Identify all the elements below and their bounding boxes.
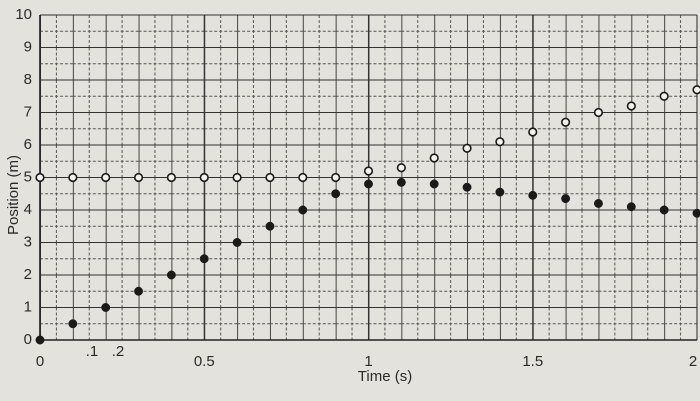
x-tick-label: 0 — [36, 353, 44, 370]
data-point — [495, 137, 505, 147]
data-point — [593, 107, 604, 118]
y-tick-label: 2 — [24, 266, 32, 283]
data-point — [626, 202, 636, 212]
x-axis-label: Time (s) — [358, 368, 412, 385]
data-point — [331, 172, 341, 183]
x-tick-label: 1 — [364, 353, 372, 370]
data-point — [134, 286, 144, 296]
x-tick-label: 2 — [689, 353, 697, 370]
data-point — [396, 163, 406, 173]
y-tick-label: 0 — [24, 331, 32, 348]
y-tick-label: 10 — [15, 6, 32, 23]
annotation: .1 — [86, 343, 99, 360]
data-point — [68, 319, 78, 329]
data-point — [692, 85, 700, 95]
data-point — [528, 127, 538, 137]
x-tick-label: 0.5 — [194, 353, 215, 370]
data-point — [35, 172, 45, 183]
data-point — [429, 179, 439, 189]
data-point — [429, 153, 439, 163]
y-tick-label: 3 — [24, 233, 32, 250]
data-point — [166, 270, 176, 280]
data-point — [659, 91, 669, 101]
data-point — [495, 187, 505, 197]
data-point — [68, 172, 78, 183]
data-point — [659, 205, 669, 215]
y-tick-label: 6 — [24, 136, 32, 153]
data-point — [166, 172, 176, 183]
data-point — [331, 189, 341, 199]
data-point — [35, 335, 45, 345]
annotation: .2 — [112, 343, 125, 360]
y-tick-label: 1 — [24, 298, 32, 315]
data-point — [101, 303, 111, 312]
data-point — [232, 172, 242, 183]
data-point — [594, 199, 603, 208]
data-point — [363, 166, 374, 176]
data-point — [265, 221, 275, 231]
data-point — [101, 172, 111, 183]
y-tick-label: 9 — [24, 38, 32, 55]
data-point — [265, 172, 275, 183]
y-tick-label: 8 — [24, 71, 32, 88]
data-point — [396, 177, 406, 187]
data-point — [561, 194, 571, 204]
y-tick-label: 5 — [24, 168, 32, 185]
data-point — [199, 254, 209, 264]
data-point — [528, 190, 538, 200]
y-tick-label: 7 — [24, 103, 32, 120]
data-point — [692, 208, 700, 218]
y-axis-label: Position (m) — [5, 155, 22, 235]
data-point — [298, 172, 308, 183]
data-point — [364, 179, 373, 189]
data-point — [626, 101, 636, 111]
data-point — [462, 182, 472, 192]
x-tick-label: 1.5 — [522, 353, 543, 370]
data-point — [133, 172, 144, 183]
y-tick-label: 4 — [24, 201, 32, 218]
data-point — [199, 172, 209, 183]
data-point — [298, 205, 308, 215]
data-point — [462, 143, 472, 153]
data-point — [560, 117, 571, 127]
data-point — [232, 238, 242, 247]
